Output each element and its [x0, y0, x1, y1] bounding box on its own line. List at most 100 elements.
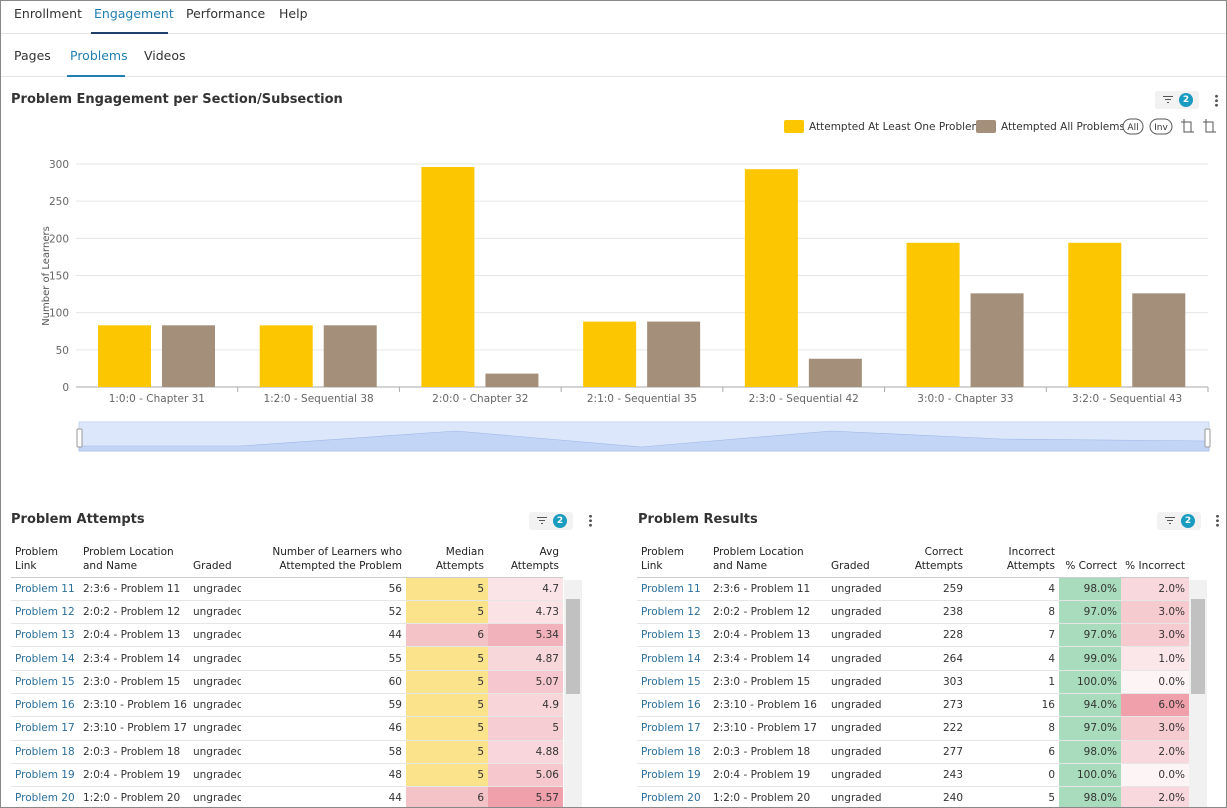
table-cell: 2:3:0 - Problem 15	[709, 670, 827, 694]
toolbox-icon[interactable]	[1181, 119, 1194, 133]
problem-link[interactable]: Problem 15	[637, 670, 709, 694]
bar[interactable]	[485, 373, 539, 387]
bar[interactable]	[583, 321, 637, 387]
zoom-handle[interactable]	[1204, 428, 1211, 448]
filter-button[interactable]: 2	[529, 512, 573, 530]
legend-button-label[interactable]: All	[1127, 123, 1138, 133]
table-cell: 98.0%	[1059, 577, 1121, 601]
sub-tab[interactable]: Pages	[14, 48, 51, 63]
column-header[interactable]: % Correct	[1059, 542, 1121, 578]
menu-button[interactable]	[589, 514, 592, 527]
table-cell: 5	[406, 763, 488, 788]
table-row: Problem 13 2:0:4 - Problem 13 ungraded 44 6 5…	[11, 623, 563, 648]
problem-link[interactable]: Problem 17	[11, 716, 79, 741]
problem-link[interactable]: Problem 15	[11, 670, 79, 694]
column-header[interactable]: Problem Location and Name	[79, 542, 189, 578]
menu-button[interactable]	[1216, 514, 1219, 527]
problem-link[interactable]: Problem 20	[637, 786, 709, 807]
bar[interactable]	[647, 321, 701, 387]
table-cell: 4.9	[488, 693, 563, 718]
filter-button[interactable]: 2	[1157, 512, 1201, 530]
problem-link[interactable]: Problem 12	[11, 600, 79, 625]
sub-tab[interactable]: Videos	[144, 48, 186, 63]
bar[interactable]	[162, 325, 215, 387]
sub-tab[interactable]: Problems	[70, 48, 128, 63]
column-header[interactable]: % Incorrect	[1121, 542, 1189, 578]
column-header[interactable]: Graded	[827, 542, 881, 578]
problem-link[interactable]: Problem 12	[637, 600, 709, 625]
legend-label[interactable]: Attempted All Problems	[1001, 121, 1125, 133]
scrollbar[interactable]	[564, 580, 582, 807]
problem-link[interactable]: Problem 14	[637, 646, 709, 671]
table-cell: 6	[406, 623, 488, 648]
x-tick-label: 3:0:0 - Chapter 33	[917, 393, 1013, 405]
column-header[interactable]: Problem Link	[637, 542, 709, 578]
toolbox-icon[interactable]	[1203, 119, 1216, 133]
bar[interactable]	[808, 358, 862, 387]
active-underline	[91, 32, 168, 34]
problem-link[interactable]: Problem 18	[11, 740, 79, 764]
filter-button[interactable]: 2	[1155, 91, 1199, 109]
zoom-handle[interactable]	[76, 428, 83, 448]
problem-link[interactable]: Problem 14	[11, 646, 79, 671]
column-header[interactable]: Avg Attempts	[488, 542, 563, 578]
column-header[interactable]: Correct Attempts	[881, 542, 967, 578]
table-cell: 2:0:4 - Problem 19	[709, 763, 827, 788]
table-cell: 5.57	[488, 786, 563, 807]
bar[interactable]	[1132, 293, 1186, 387]
nav-tab[interactable]: Engagement	[94, 6, 174, 21]
problem-link[interactable]: Problem 19	[637, 763, 709, 788]
table-cell: 48	[241, 763, 406, 788]
legend-swatch	[784, 120, 804, 133]
x-tick-label: 2:1:0 - Sequential 35	[587, 393, 697, 405]
table-cell: 2:3:4 - Problem 14	[709, 646, 827, 671]
nav-tab[interactable]: Performance	[186, 6, 266, 21]
column-header[interactable]: Incorrect Attempts	[967, 542, 1059, 578]
table-cell: 0.0%	[1121, 670, 1189, 694]
table-cell: ungraded	[189, 600, 241, 625]
bar[interactable]	[323, 325, 377, 387]
problem-link[interactable]: Problem 13	[637, 623, 709, 648]
problem-link[interactable]: Problem 11	[637, 577, 709, 601]
bar[interactable]	[98, 325, 151, 387]
scrollbar[interactable]	[1189, 580, 1207, 807]
bar[interactable]	[1068, 242, 1122, 387]
column-header[interactable]: Graded	[189, 542, 241, 578]
y-tick-label: 100	[49, 308, 69, 320]
table-row: Problem 11 2:3:6 - Problem 11 ungraded 259 4…	[637, 577, 1189, 601]
problem-link[interactable]: Problem 11	[11, 577, 79, 601]
bar[interactable]	[421, 166, 475, 387]
problem-link[interactable]: Problem 18	[637, 740, 709, 764]
bar[interactable]	[259, 325, 313, 387]
bar[interactable]	[970, 293, 1024, 387]
x-tick-label: 1:2:0 - Sequential 38	[263, 393, 373, 405]
problem-link[interactable]: Problem 16	[11, 693, 79, 718]
problem-link[interactable]: Problem 13	[11, 623, 79, 648]
table-cell: 264	[881, 646, 967, 671]
table-cell: 3.0%	[1121, 623, 1189, 648]
bar[interactable]	[744, 169, 798, 387]
column-header[interactable]: Median Attempts	[406, 542, 488, 578]
problem-link[interactable]: Problem 17	[637, 716, 709, 741]
column-header[interactable]: Problem Location and Name	[709, 542, 827, 578]
legend-button-label[interactable]: Inv	[1154, 123, 1168, 133]
legend-label[interactable]: Attempted At Least One Problem	[809, 121, 982, 133]
top-nav: Enrollment Engagement Performance Help	[1, 1, 1226, 34]
problem-link[interactable]: Problem 20	[11, 786, 79, 807]
table-cell: 5	[488, 716, 563, 741]
problem-link[interactable]: Problem 19	[11, 763, 79, 788]
filter-count: 2	[1181, 514, 1195, 528]
y-tick-label: 200	[49, 233, 69, 245]
table-row: Problem 19 2:0:4 - Problem 19 ungraded 243 0…	[637, 763, 1189, 788]
legend-button[interactable]	[1122, 118, 1144, 135]
column-header[interactable]: Problem Link	[11, 542, 79, 578]
problem-link[interactable]: Problem 16	[637, 693, 709, 718]
table-cell: 5.07	[488, 670, 563, 694]
bar[interactable]	[906, 242, 960, 387]
column-header[interactable]: Number of Learners who Attempted the Pro…	[241, 542, 406, 578]
nav-tab[interactable]: Help	[279, 6, 308, 21]
menu-button[interactable]	[1215, 94, 1218, 107]
legend-button[interactable]	[1149, 118, 1173, 135]
nav-tab[interactable]: Enrollment	[14, 6, 82, 21]
table-cell: 2:3:10 - Problem 17	[79, 716, 189, 741]
